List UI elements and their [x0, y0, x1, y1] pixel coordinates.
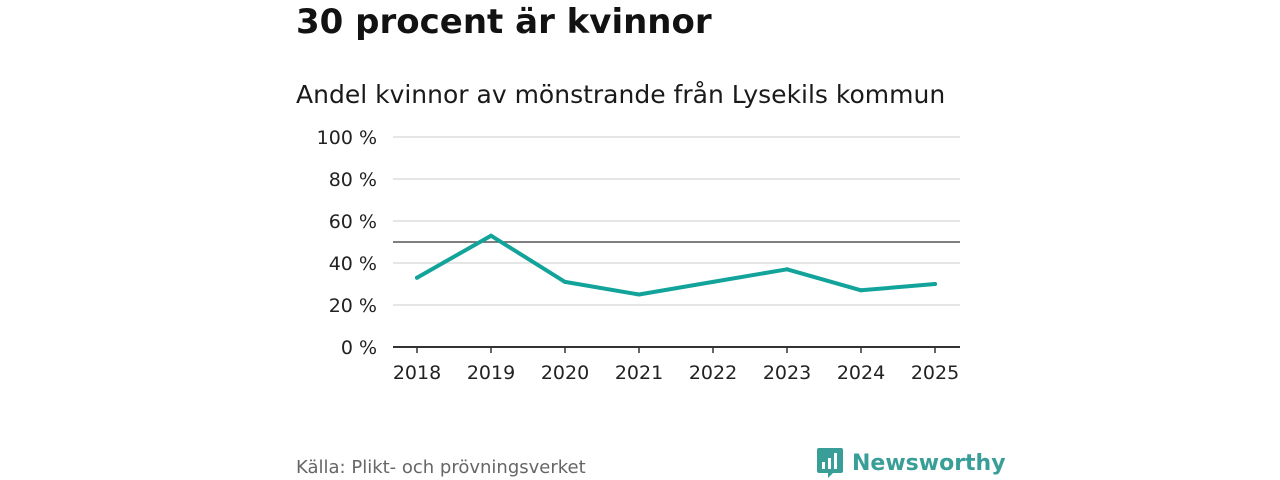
- data-point: [489, 233, 493, 238]
- data-point: [415, 275, 419, 280]
- y-tick-label: 0 %: [341, 337, 377, 359]
- data-point: [785, 267, 789, 272]
- x-tick-label: 2020: [541, 362, 589, 384]
- series-line: [415, 233, 937, 297]
- grid-lines: [393, 136, 960, 306]
- data-point: [933, 282, 937, 286]
- chart-subtitle: Andel kvinnor av mönstrande från Lysekil…: [296, 80, 946, 109]
- x-tick-label: 2022: [689, 362, 737, 384]
- brand[interactable]: Newsworthy: [816, 447, 1006, 479]
- data-point: [563, 279, 567, 284]
- x-tick-label: 2024: [837, 362, 885, 384]
- newsworthy-logo-icon: [817, 448, 843, 478]
- y-tick-label: 60 %: [329, 211, 377, 233]
- series-layer: [415, 233, 937, 297]
- brand-name: Newsworthy: [852, 450, 1006, 476]
- y-axis-tick-labels: 0 % 20 % 40 % 60 % 80 % 100 %: [317, 127, 377, 359]
- x-axis: [393, 346, 960, 353]
- line-chart: 0 % 20 % 40 % 60 % 80 % 100 % 2018 2019 2020 202…: [317, 127, 960, 384]
- data-point: [859, 288, 863, 293]
- data-point: [711, 279, 715, 284]
- x-tick-label: 2021: [615, 362, 663, 384]
- y-tick-label: 20 %: [329, 295, 377, 317]
- y-tick-label: 100 %: [317, 127, 377, 149]
- y-tick-label: 40 %: [329, 253, 377, 275]
- x-tick-label: 2019: [467, 362, 515, 384]
- y-tick-label: 80 %: [329, 169, 377, 191]
- x-tick-label: 2023: [763, 362, 811, 384]
- x-axis-tick-labels: 2018 2019 2020 2021 2022 2023 2024 2025: [393, 362, 959, 384]
- x-tick-label: 2018: [393, 362, 441, 384]
- x-tick-label: 2025: [911, 362, 959, 384]
- source-note: Källa: Plikt- och prövningsverket: [296, 457, 586, 478]
- data-point: [637, 292, 641, 297]
- headline: 30 procent är kvinnor: [296, 2, 712, 42]
